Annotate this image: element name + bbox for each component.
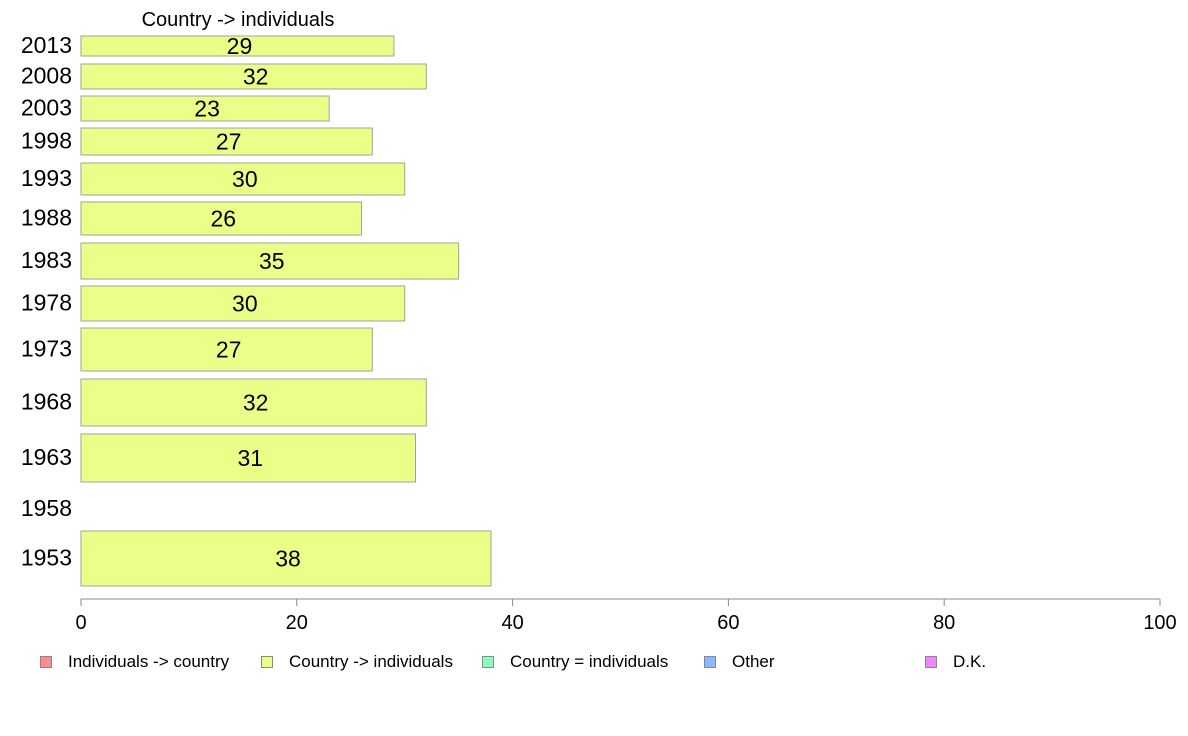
category-label: 1963 <box>21 444 72 470</box>
legend-label: Other <box>732 652 775 671</box>
bar <box>80 327 373 372</box>
bar <box>80 242 460 280</box>
category-label: 1958 <box>21 495 72 521</box>
bar <box>80 63 427 90</box>
bar <box>80 127 373 156</box>
bar-value-label: 27 <box>216 129 242 155</box>
x-tick-label: 40 <box>501 612 523 634</box>
legend-swatch <box>925 656 937 668</box>
bar-value-label: 38 <box>275 546 301 572</box>
bar-value-label: 30 <box>232 166 258 192</box>
x-tick-label: 20 <box>286 612 308 634</box>
legend-item-country-equals-individuals: Country = individuals <box>482 652 668 672</box>
category-label: 1998 <box>21 128 72 154</box>
legend-label: Country = individuals <box>510 652 669 671</box>
bar <box>80 530 492 587</box>
legend-label: D.K. <box>953 652 987 671</box>
x-tick-label: 60 <box>717 612 739 634</box>
x-tick-label: 0 <box>75 612 86 634</box>
bar-value-label: 32 <box>243 64 269 90</box>
bar <box>80 378 427 427</box>
bar-value-label: 31 <box>237 445 263 471</box>
bar <box>80 95 330 122</box>
bar-value-label: 29 <box>227 33 253 59</box>
legend-label: Country -> individuals <box>289 652 453 671</box>
bar <box>80 201 363 236</box>
category-label: 1973 <box>21 336 72 362</box>
bar <box>80 162 406 196</box>
legend-swatch <box>704 656 716 668</box>
legend-swatch <box>482 656 494 668</box>
category-label: 1978 <box>21 290 72 316</box>
x-tick-label: 80 <box>933 612 955 634</box>
legend-item-individuals-country: Individuals -> country <box>40 652 229 672</box>
legend-swatch <box>261 656 273 668</box>
bar-value-label: 35 <box>259 248 285 274</box>
bar-value-label: 23 <box>194 96 220 122</box>
category-label: 1993 <box>21 165 72 191</box>
chart-legend: Individuals -> country Country -> indivi… <box>0 652 1188 672</box>
category-label: 1988 <box>21 205 72 231</box>
bar-value-label: 27 <box>216 337 242 363</box>
category-label: 1968 <box>21 389 72 415</box>
category-label: 1983 <box>21 247 72 273</box>
bar <box>80 35 395 57</box>
x-tick-label: 100 <box>1143 612 1176 634</box>
legend-label: Individuals -> country <box>68 652 230 671</box>
bar <box>80 285 406 322</box>
legend-item-country-individuals: Country -> individuals <box>261 652 453 672</box>
category-label: 1953 <box>21 545 72 571</box>
category-label: 2003 <box>21 95 72 121</box>
bar <box>80 433 416 483</box>
category-label: 2008 <box>21 63 72 89</box>
chart-title: Country -> individuals <box>142 9 335 31</box>
legend-item-dk: D.K. <box>925 652 986 672</box>
bar-value-label: 32 <box>243 390 269 416</box>
legend-item-other: Other <box>704 652 775 672</box>
bar-value-label: 26 <box>210 206 236 232</box>
category-label: 2013 <box>21 32 72 58</box>
legend-swatch <box>40 656 52 668</box>
bar-value-label: 30 <box>232 291 258 317</box>
